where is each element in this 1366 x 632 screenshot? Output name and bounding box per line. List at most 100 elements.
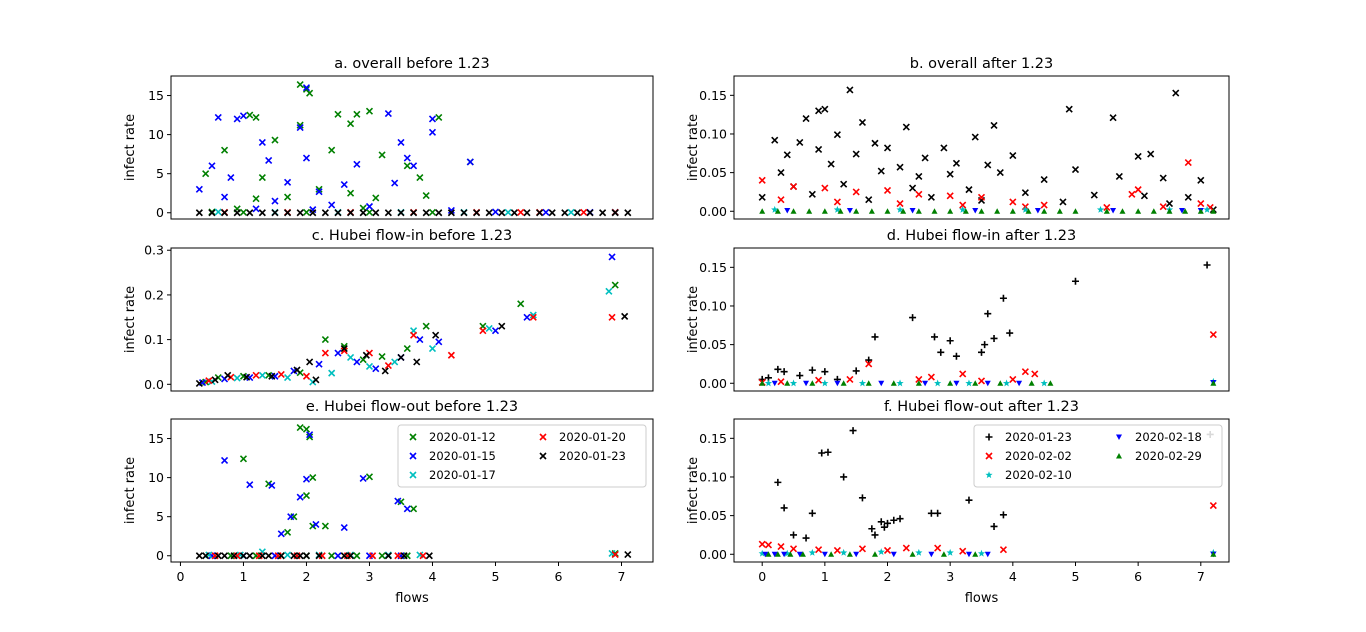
data-point	[315, 185, 323, 193]
data-point	[959, 370, 967, 378]
data-point	[865, 380, 872, 386]
series	[202, 281, 619, 386]
series	[758, 502, 1217, 555]
data-point	[783, 549, 791, 557]
data-point	[1065, 105, 1073, 113]
data-point	[902, 544, 910, 552]
data-point	[283, 551, 292, 559]
data-point	[611, 551, 619, 559]
data-point	[315, 552, 323, 560]
y-tick-label: 5	[156, 166, 164, 181]
data-point	[296, 424, 304, 432]
x-tick-label: 0	[176, 569, 184, 584]
legend-box	[397, 424, 647, 488]
data-point	[214, 113, 222, 121]
data-point	[1210, 380, 1217, 386]
data-point	[1197, 199, 1205, 208]
data-point	[921, 154, 929, 162]
series	[758, 261, 1211, 383]
data-point	[410, 331, 418, 339]
data-point	[491, 327, 500, 335]
data-point	[774, 365, 782, 373]
data-point	[858, 545, 867, 553]
data-point	[542, 208, 550, 216]
y-tick-label: 0.15	[699, 260, 727, 275]
series	[762, 551, 1217, 558]
data-point	[328, 369, 336, 377]
data-point	[491, 208, 500, 216]
data-point	[997, 380, 1004, 386]
data-point	[815, 107, 823, 115]
data-point	[806, 208, 813, 214]
data-point	[915, 190, 923, 198]
data-point	[573, 209, 581, 217]
data-point	[1203, 205, 1211, 213]
data-point	[821, 551, 828, 558]
series	[771, 379, 1217, 387]
data-point	[611, 209, 619, 217]
data-point	[896, 515, 904, 523]
data-point	[378, 151, 386, 159]
data-point	[890, 380, 897, 386]
data-point	[883, 186, 892, 194]
data-point	[833, 546, 841, 554]
legend-marker	[539, 452, 547, 460]
data-point	[312, 376, 320, 384]
data-point	[428, 115, 437, 123]
x-tick-label: 2	[884, 569, 892, 584]
data-point	[764, 541, 773, 549]
data-point	[937, 348, 945, 356]
data-point	[821, 208, 828, 214]
data-point	[909, 184, 917, 192]
data-point	[852, 150, 860, 158]
data-point	[195, 209, 203, 217]
data-point	[940, 551, 947, 557]
legend: 2020-01-23 2020-02-02 2020-02-10 2020-02-18…	[973, 424, 1223, 488]
data-point	[971, 133, 979, 141]
data-point	[422, 209, 430, 217]
legend-label: 2020-02-02	[1005, 449, 1072, 463]
data-point	[428, 208, 437, 216]
data-point	[290, 552, 298, 560]
axes-frame	[170, 418, 654, 563]
data-point	[296, 81, 304, 89]
data-point	[220, 193, 229, 201]
data-point	[205, 377, 213, 385]
data-point	[777, 378, 785, 386]
data-point	[403, 344, 411, 353]
data-point	[787, 551, 794, 557]
data-point	[999, 546, 1007, 554]
data-point	[1021, 189, 1029, 197]
data-point	[1134, 186, 1142, 194]
data-point	[871, 551, 878, 557]
data-point	[896, 199, 904, 208]
series	[195, 312, 629, 387]
legend-label: 2020-01-20	[559, 430, 626, 444]
data-point	[900, 208, 907, 214]
data-point	[877, 518, 885, 526]
data-point	[977, 549, 986, 557]
data-point	[871, 531, 879, 539]
data-point	[846, 207, 853, 214]
data-point	[384, 209, 392, 217]
data-point	[334, 110, 342, 118]
data-point	[771, 380, 778, 387]
data-point	[233, 209, 241, 217]
data-point	[774, 551, 781, 557]
data-point	[789, 379, 798, 387]
data-point	[858, 494, 866, 502]
data-point	[372, 194, 380, 202]
series	[198, 253, 616, 387]
data-point	[517, 208, 525, 216]
subplot-a: a. overall before 1.23 infect rate 0 5 10 15	[123, 56, 654, 220]
axes-frame	[170, 247, 654, 392]
data-point	[764, 379, 773, 387]
series	[774, 427, 1214, 542]
data-point	[871, 139, 879, 147]
data-point	[834, 380, 841, 387]
series	[205, 313, 616, 385]
data-point	[599, 209, 607, 217]
data-point	[567, 208, 575, 216]
data-point	[815, 145, 823, 153]
